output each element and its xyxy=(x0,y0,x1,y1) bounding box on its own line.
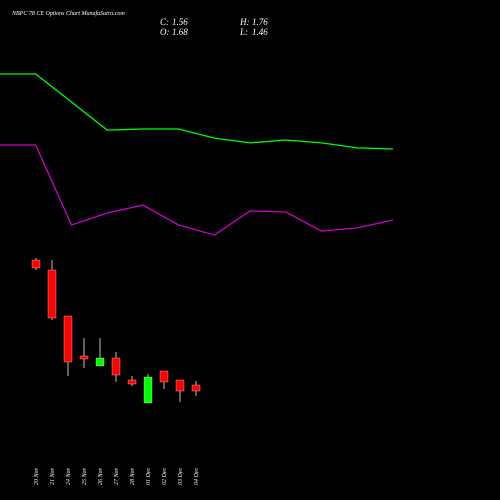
x-tick-label: 28 Nov xyxy=(130,467,136,485)
x-tick-label: 27 Nov xyxy=(114,467,120,485)
header-label: H: xyxy=(239,17,250,27)
header-value: 1.56 xyxy=(172,17,188,27)
indicator-line xyxy=(0,144,394,236)
candle-body xyxy=(191,384,201,392)
candle-body xyxy=(159,370,169,383)
candle-body xyxy=(63,315,73,363)
candle-body xyxy=(111,357,121,376)
header-label: O: xyxy=(160,27,170,37)
x-tick-label: 02 Dec xyxy=(162,468,168,485)
x-tick-label: 04 Dec xyxy=(193,468,200,485)
x-tick-label: 24 Nov xyxy=(65,467,72,485)
x-tick-label: 03 Dec xyxy=(178,468,184,485)
chart-title: NBPC 78 CE Options Chart MunafaSutra.com xyxy=(11,10,125,17)
header-value: 1.68 xyxy=(172,27,188,37)
header-value: 1.46 xyxy=(252,27,268,37)
candle-body xyxy=(175,379,185,392)
x-tick-label: 26 Nov xyxy=(98,467,104,485)
header-label: L: xyxy=(239,27,248,37)
indicator-line xyxy=(0,73,394,150)
candle-body xyxy=(47,269,57,319)
candle-body xyxy=(31,259,41,269)
candle-body xyxy=(143,376,153,404)
x-tick-label: 25 Nov xyxy=(82,467,88,485)
candle-body xyxy=(127,379,137,385)
x-tick-label: 21 Nov xyxy=(50,467,56,485)
x-tick-label: 01 Dec xyxy=(146,468,152,485)
candle-body xyxy=(95,357,105,367)
header-label: C: xyxy=(160,17,169,27)
header-value: 1.76 xyxy=(252,17,268,27)
candle-body xyxy=(79,355,89,360)
x-tick-label: 20 Nov xyxy=(34,467,40,485)
